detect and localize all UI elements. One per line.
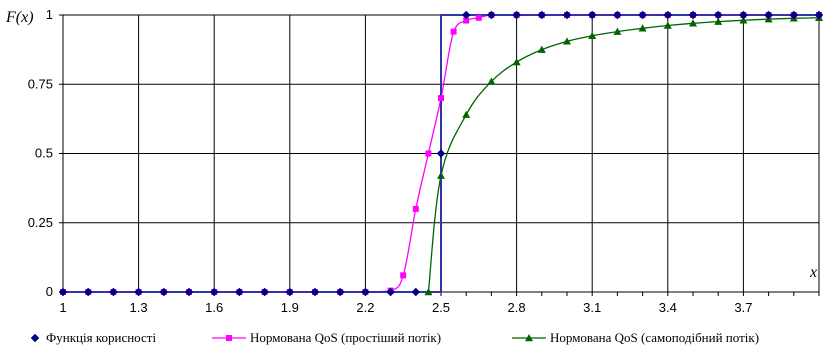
legend-item: Функція корисності [30, 330, 156, 345]
data-point [688, 10, 698, 20]
data-point [487, 77, 496, 85]
data-point [475, 14, 482, 21]
x-tick-label: 2.8 [508, 300, 526, 315]
data-point [400, 272, 407, 279]
legend-marker [525, 334, 533, 342]
data-point [714, 17, 723, 25]
tick-labels: 0 0.25 0.5 0.75 1 1 1.3 1.6 1.9 2.2 2.5 2.8 3.1 3.4 3.… [28, 7, 753, 315]
data-point [436, 149, 446, 158]
data-point [285, 287, 295, 297]
data-point [461, 10, 471, 20]
x-tick-label: 1.3 [130, 300, 148, 315]
data-point [512, 58, 521, 66]
data-point [437, 171, 445, 179]
y-tick-label: 0 [46, 284, 53, 299]
data-point [563, 37, 571, 45]
data-point [109, 287, 118, 297]
data-point [209, 287, 219, 297]
data-point [789, 10, 799, 20]
x-tick-label: 2.5 [432, 300, 450, 315]
data-point [235, 287, 244, 297]
legend-marker [226, 335, 232, 341]
legend: Функція корисності Нормована QoS (простіш… [30, 330, 759, 345]
data-point [487, 10, 496, 20]
data-point [613, 27, 622, 35]
data-point [425, 150, 432, 157]
legend-marker [30, 333, 40, 343]
x-tick-label: 3.1 [583, 300, 601, 315]
data-point [83, 287, 93, 297]
data-point [588, 31, 597, 39]
data-point [411, 287, 421, 297]
y-tick-label: 0.75 [28, 76, 53, 91]
series-line-2 [427, 17, 820, 293]
data-point [260, 287, 269, 297]
data-point [562, 10, 572, 20]
data-point [638, 24, 647, 32]
data-point [713, 10, 723, 20]
data-point [335, 287, 345, 297]
x-tick-label: 3.4 [659, 300, 677, 315]
data-point [361, 287, 370, 297]
data-point [764, 10, 773, 20]
y-tick-label: 0.5 [35, 146, 53, 161]
data-point [638, 10, 647, 20]
data-point [450, 28, 457, 35]
y-tick-label: 1 [46, 7, 53, 22]
data-point [663, 21, 672, 29]
x-tick-label: 1.9 [281, 300, 299, 315]
data-point [58, 287, 68, 297]
data-point [184, 287, 194, 297]
x-tick-label: 1 [59, 300, 66, 315]
data-point [310, 287, 320, 297]
y-axis-title: F(x) [5, 9, 34, 26]
x-tick-label: 2.2 [356, 300, 374, 315]
y-tick-label: 0.25 [28, 215, 53, 230]
legend-label: Нормована QoS (самоподібний потік) [550, 330, 759, 345]
data-point [412, 205, 419, 212]
legend-label: Нормована QoS (простіший потік) [250, 330, 441, 345]
data-point [512, 10, 521, 20]
data-point [814, 10, 824, 20]
legend-label: Функція корисності [46, 330, 156, 345]
x-tick-label: 1.6 [205, 300, 223, 315]
data-point [386, 287, 395, 297]
data-point [462, 110, 471, 118]
data-point [689, 19, 697, 27]
series-markers [58, 10, 824, 297]
data-point [438, 95, 444, 102]
data-point [134, 287, 143, 297]
data-point [663, 10, 673, 20]
legend-item: Нормована QoS (простіший потік) [212, 330, 441, 345]
data-point [537, 45, 546, 53]
data-point [159, 287, 169, 297]
legend-item: Нормована QoS (самоподібний потік) [512, 330, 759, 345]
data-point [613, 10, 622, 20]
data-point [739, 10, 748, 20]
x-tick-label: 3.7 [734, 300, 752, 315]
x-axis-title: x [809, 264, 817, 281]
data-point [537, 10, 547, 20]
data-point [424, 288, 433, 296]
data-point [587, 10, 597, 20]
data-point [739, 16, 748, 24]
data-point [463, 17, 470, 24]
